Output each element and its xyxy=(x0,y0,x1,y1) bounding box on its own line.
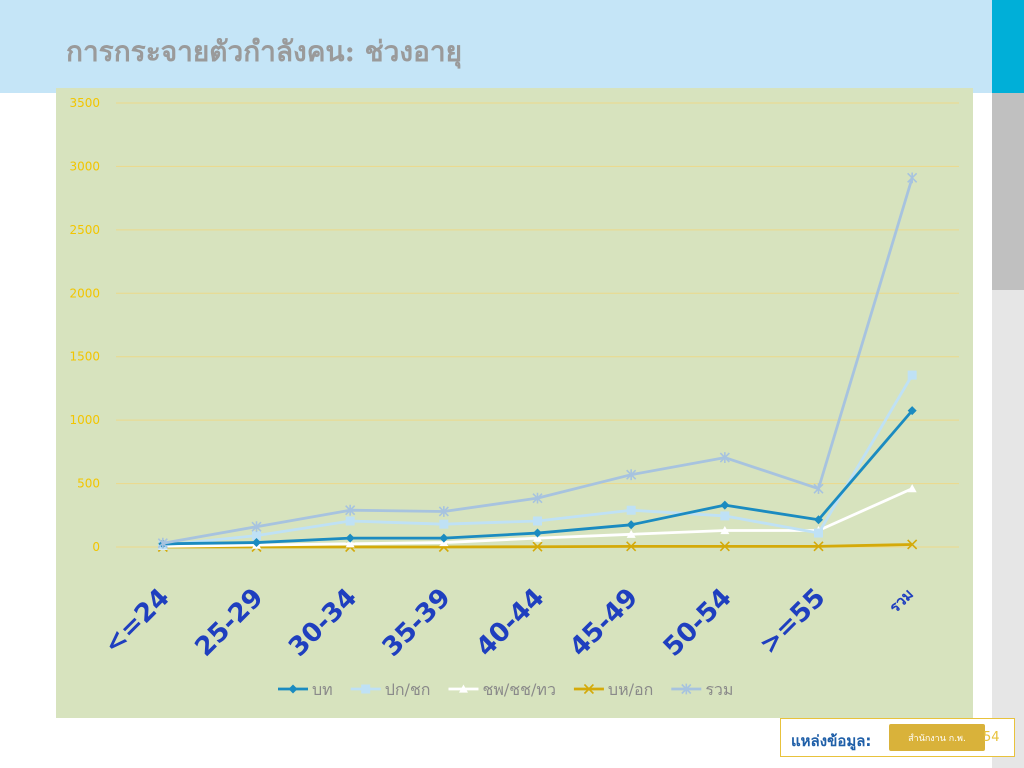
data-point-5 xyxy=(532,492,543,504)
x-tick-label: 50-54 xyxy=(658,583,738,663)
x-tick-label: 40-44 xyxy=(470,583,550,663)
source-label: แหล่งข้อมูล: xyxy=(791,732,872,750)
data-point-2 xyxy=(814,528,823,538)
data-point-3 xyxy=(626,529,636,538)
data-point-1 xyxy=(720,500,730,510)
data-point-5 xyxy=(719,452,730,463)
data-point-2 xyxy=(345,516,355,526)
data-point-2 xyxy=(533,516,542,526)
data-point-3 xyxy=(533,533,542,542)
legend-label: ชพ/ชช/ทว xyxy=(482,680,555,699)
source-year: 54 xyxy=(983,730,1000,745)
data-point-5 xyxy=(345,504,356,516)
data-point-5 xyxy=(907,172,918,184)
x-tick-label: 45-49 xyxy=(564,583,644,663)
data-point-1 xyxy=(252,538,261,548)
legend-swatch-marker xyxy=(288,684,298,694)
y-tick-label: 3000 xyxy=(69,159,100,173)
data-point-5 xyxy=(251,521,262,533)
data-point-4 xyxy=(813,541,824,552)
x-tick-label: 25-29 xyxy=(189,583,269,663)
legend-label: ปก/ชก xyxy=(385,680,431,699)
data-point-3 xyxy=(345,539,355,548)
data-point-4 xyxy=(907,539,918,550)
legend-label: บห/อก xyxy=(608,680,653,699)
data-point-5 xyxy=(157,537,168,549)
rail-accent-top xyxy=(992,0,1024,93)
y-tick-label: 500 xyxy=(77,477,100,491)
data-point-1 xyxy=(533,528,542,538)
x-tick-label: รวม xyxy=(886,585,917,616)
data-point-2 xyxy=(626,505,636,515)
chart-area: 0 500 1000 1500 2000 2500 3000 3500 <=24 25-29 30-… xyxy=(56,88,973,718)
data-point-3 xyxy=(907,484,917,493)
y-tick-label: 1500 xyxy=(69,350,100,364)
data-point-1 xyxy=(345,533,355,543)
y-tick-label: 2000 xyxy=(69,286,100,300)
right-rail xyxy=(992,0,1024,768)
x-tick-label: <=24 xyxy=(98,583,176,661)
legend-label: บท xyxy=(312,680,333,699)
y-tick-label: 0 xyxy=(92,540,100,554)
line-chart: 0 500 1000 1500 2000 2500 3000 3500 <=24 25-29 30-… xyxy=(69,96,959,699)
header-band xyxy=(0,0,992,93)
data-point-1 xyxy=(814,515,823,525)
legend-label: รวม xyxy=(705,680,733,699)
source-box: แหล่งข้อมูล: สำนักงาน ก.พ. 54 xyxy=(780,718,1015,757)
data-point-3 xyxy=(720,526,730,535)
data-point-4 xyxy=(626,541,637,552)
page-title: การกระจายตัวกำลังคน: ช่วงอายุ xyxy=(66,35,462,68)
data-point-5 xyxy=(813,483,824,495)
data-point-4 xyxy=(719,541,730,552)
ocsc-logo: สำนักงาน ก.พ. xyxy=(889,724,985,751)
data-point-1 xyxy=(907,406,917,416)
ocsc-logo-text: สำนักงาน ก.พ. xyxy=(908,733,966,744)
data-point-1 xyxy=(626,520,636,530)
legend-swatch-marker xyxy=(583,683,594,695)
data-point-2 xyxy=(252,531,261,541)
rail-accent-mid xyxy=(992,93,1024,290)
data-point-1 xyxy=(439,533,449,543)
data-point-4 xyxy=(532,541,543,552)
x-tick-label: >=55 xyxy=(754,583,832,661)
y-tick-label: 1000 xyxy=(69,413,100,427)
x-tick-label: 35-39 xyxy=(377,583,457,663)
data-point-5 xyxy=(626,469,637,481)
y-tick-label: 2500 xyxy=(69,223,100,237)
y-tick-label: 3500 xyxy=(69,96,100,110)
legend-swatch-marker xyxy=(361,684,371,694)
x-tick-label: 30-34 xyxy=(283,583,363,663)
legend-swatch-marker xyxy=(458,684,468,693)
data-point-5 xyxy=(438,506,449,517)
data-point-2 xyxy=(907,370,917,380)
data-point-2 xyxy=(439,519,449,529)
legend-swatch-marker xyxy=(681,683,692,695)
series-line-5 xyxy=(162,177,914,545)
data-point-2 xyxy=(720,511,730,521)
